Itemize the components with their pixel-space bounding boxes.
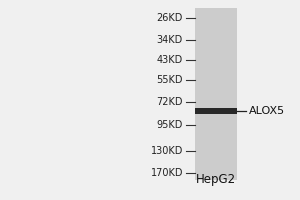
Text: 55KD: 55KD xyxy=(157,75,183,85)
Bar xyxy=(195,108,237,114)
Bar xyxy=(195,8,237,180)
Text: 170KD: 170KD xyxy=(151,168,183,178)
Text: HepG2: HepG2 xyxy=(196,173,236,186)
Text: 43KD: 43KD xyxy=(157,55,183,65)
Text: 130KD: 130KD xyxy=(151,146,183,156)
Text: ALOX5: ALOX5 xyxy=(249,106,285,116)
Text: 95KD: 95KD xyxy=(157,120,183,130)
Text: 26KD: 26KD xyxy=(157,13,183,23)
Text: 72KD: 72KD xyxy=(157,97,183,107)
Text: 34KD: 34KD xyxy=(157,35,183,45)
